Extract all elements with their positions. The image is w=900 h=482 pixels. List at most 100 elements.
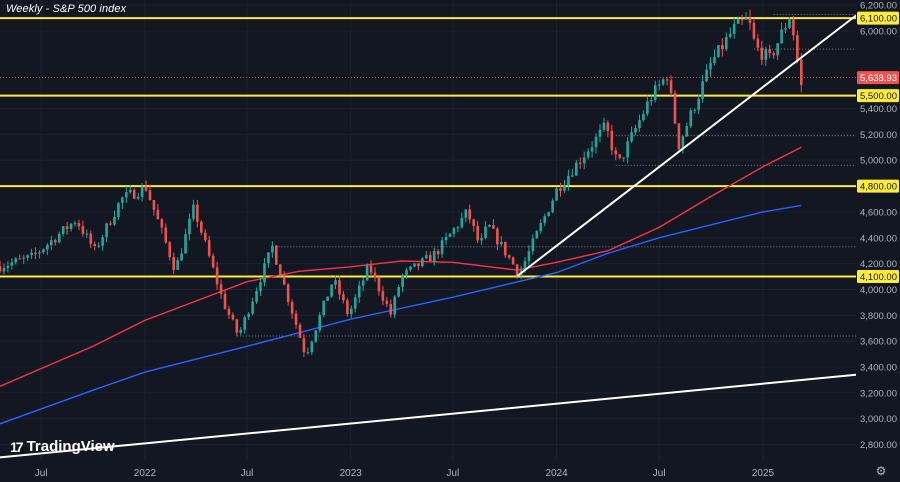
- candle-24: [93, 241, 97, 251]
- candle-body-96: [377, 277, 381, 292]
- candle-64: [251, 297, 254, 316]
- candle-89: [350, 305, 353, 318]
- gear-icon[interactable]: ⚙: [875, 464, 887, 478]
- candle-88: [346, 298, 349, 317]
- candle-body-3: [10, 262, 14, 266]
- candle-140: [551, 198, 554, 214]
- candle-70: [275, 244, 278, 266]
- candle-body-63: [247, 313, 250, 318]
- price-tick-label-6: 4,000.00: [860, 285, 897, 296]
- candle-41: [160, 218, 164, 234]
- candle-body-155: [610, 130, 614, 151]
- candle-104: [409, 265, 412, 272]
- candle-body-5: [18, 258, 22, 260]
- candle-38: [148, 184, 152, 201]
- horizontal-levels[interactable]: [0, 17, 856, 278]
- candle-102: [401, 273, 404, 293]
- candle-body-130: [511, 257, 515, 265]
- candle-body-31: [121, 197, 124, 203]
- candle-body-177: [697, 98, 700, 110]
- candle-body-185: [728, 33, 732, 38]
- candle-body-91: [357, 285, 361, 298]
- candle-87: [342, 290, 345, 304]
- candle-body-195: [768, 49, 772, 54]
- candle-13: [50, 235, 53, 251]
- candle-body-52: [203, 232, 207, 241]
- candle-85: [334, 275, 337, 289]
- candle-body-13: [50, 240, 53, 245]
- candle-body-153: [602, 122, 606, 130]
- candle-body-119: [468, 209, 472, 220]
- candle-94: [369, 260, 373, 277]
- candle-body-196: [772, 53, 775, 56]
- tradingview-logo-text: TradingView: [26, 438, 115, 455]
- level-badge-3-box: [857, 270, 899, 284]
- price-tick-label-10: 5,000.00: [860, 156, 897, 167]
- candle-123: [484, 221, 487, 240]
- candle-36: [140, 183, 144, 202]
- candle-body-198: [780, 29, 783, 44]
- candle-body-202: [796, 35, 799, 60]
- candle-29: [113, 210, 116, 227]
- time-tick-label-0: Jul: [35, 468, 48, 479]
- candle-203: [800, 52, 803, 93]
- candle-body-43: [168, 242, 172, 258]
- candle-body-189: [744, 17, 748, 20]
- candle-body-2: [6, 265, 10, 269]
- candle-body-124: [488, 225, 491, 227]
- candle-91: [357, 280, 361, 303]
- candle-49: [192, 199, 195, 222]
- candle-76: [298, 322, 302, 339]
- trendlines[interactable]: [0, 14, 857, 459]
- candle-body-184: [725, 37, 728, 50]
- candle-52: [203, 229, 207, 243]
- candle-146: [575, 159, 578, 176]
- candle-115: [452, 226, 456, 238]
- time-tick-label-6: Jul: [653, 468, 666, 479]
- candle-body-34: [132, 189, 136, 199]
- candle-body-104: [409, 266, 412, 270]
- candle-body-26: [101, 237, 104, 246]
- candle-145: [571, 168, 574, 178]
- candle-201: [792, 15, 795, 41]
- candle-200: [788, 16, 791, 29]
- level-badge-1-box: [857, 89, 899, 103]
- candle-body-36: [140, 186, 144, 197]
- time-tick-label-7: 2025: [752, 468, 775, 479]
- candle-155: [610, 124, 614, 155]
- candle-body-72: [282, 276, 286, 285]
- candle-body-168: [661, 79, 665, 85]
- candle-body-136: [535, 231, 539, 239]
- candle-93: [365, 263, 369, 281]
- price-tick-label-7: 4,200.00: [860, 259, 897, 270]
- candle-body-126: [496, 228, 499, 245]
- candle-body-148: [582, 157, 586, 164]
- candle-body-143: [563, 185, 566, 191]
- candle-138: [543, 213, 547, 227]
- candle-body-101: [397, 287, 400, 297]
- candle-169: [665, 76, 669, 86]
- candle-body-11: [42, 249, 45, 253]
- price-badges: 6,100.00 5,500.00 4,800.00 4,100.00 5,638.93: [857, 11, 899, 284]
- candle-160: [630, 126, 633, 143]
- candle-body-92: [361, 280, 365, 286]
- price-tick-label-12: 5,400.00: [860, 104, 897, 115]
- candle-body-169: [665, 79, 669, 81]
- candle-body-120: [472, 219, 475, 226]
- candle-176: [693, 108, 697, 114]
- tradingview-logo[interactable]: 17 TradingView: [10, 438, 115, 455]
- candle-body-79: [310, 341, 314, 353]
- candle-25: [97, 242, 100, 249]
- candle-body-97: [381, 291, 385, 301]
- time-tick-label-5: 2024: [545, 468, 568, 479]
- candle-71: [278, 264, 282, 277]
- candle-body-115: [452, 228, 456, 234]
- candle-body-181: [713, 57, 716, 63]
- candle-body-42: [164, 227, 168, 243]
- candle-body-20: [77, 223, 81, 227]
- candle-body-197: [776, 43, 779, 56]
- candle-body-182: [717, 45, 720, 58]
- time-axis[interactable]: [0, 460, 900, 482]
- candle-body-179: [705, 69, 708, 82]
